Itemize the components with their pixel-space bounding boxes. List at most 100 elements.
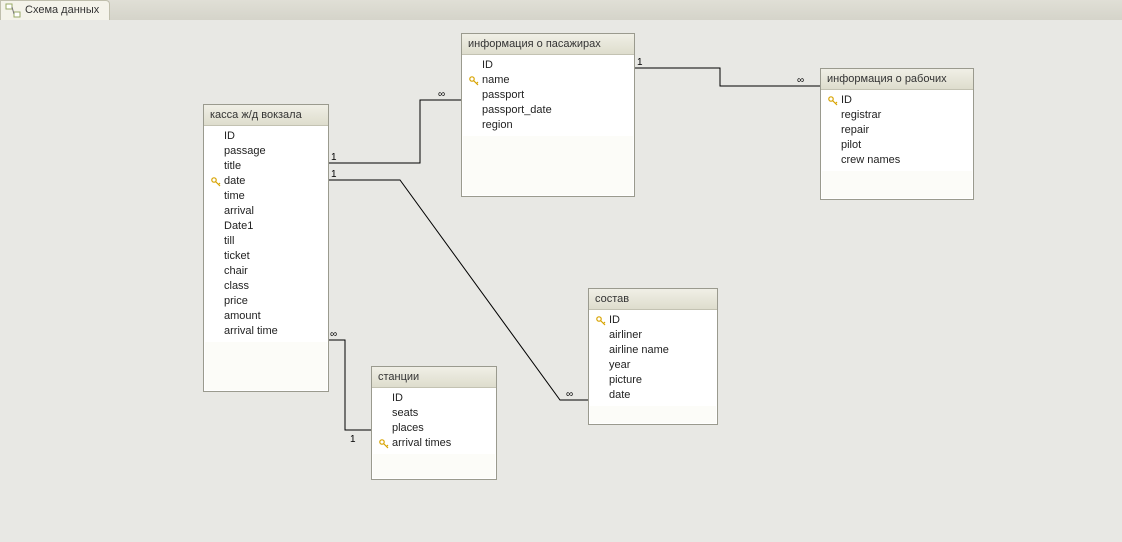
cardinality-label: ∞ [330, 329, 337, 340]
field-name: airline name [609, 343, 669, 358]
field-row[interactable]: arrival [204, 204, 328, 219]
field-name: repair [841, 123, 869, 138]
field-name: arrival [224, 204, 254, 219]
field-row[interactable]: date [204, 174, 328, 189]
tab-bar: Схема данных [0, 0, 1122, 21]
field-row[interactable]: Date1 [204, 219, 328, 234]
field-row[interactable]: till [204, 234, 328, 249]
field-row[interactable]: registrar [821, 108, 973, 123]
field-name: picture [609, 373, 642, 388]
field-row[interactable]: crew names [821, 153, 973, 168]
table-kassa[interactable]: касса ж/д вокзалаIDpassagetitledatetimea… [203, 104, 329, 392]
primary-key-icon [827, 95, 841, 107]
field-row[interactable]: airline name [589, 343, 717, 358]
field-name: till [224, 234, 234, 249]
field-row[interactable]: picture [589, 373, 717, 388]
field-row[interactable]: time [204, 189, 328, 204]
field-row[interactable]: ID [589, 313, 717, 328]
field-name: passport_date [482, 103, 552, 118]
field-name: ID [609, 313, 620, 328]
tab-title: Схема данных [25, 4, 99, 16]
field-row[interactable]: class [204, 279, 328, 294]
field-name: ID [224, 129, 235, 144]
field-name: passage [224, 144, 266, 159]
field-name: title [224, 159, 241, 174]
field-name: date [224, 174, 245, 189]
field-row[interactable]: ID [204, 129, 328, 144]
relationship-line-passengers-workers[interactable] [633, 68, 820, 86]
table-fields: IDseatsplacesarrival times [372, 388, 496, 454]
field-row[interactable]: ID [821, 93, 973, 108]
cardinality-label: 1 [350, 434, 356, 445]
table-fields: IDregistrarrepairpilotcrew names [821, 90, 973, 171]
table-stations[interactable]: станцииIDseatsplacesarrival times [371, 366, 497, 480]
table-title[interactable]: информация о рабочих [821, 69, 973, 90]
field-name: name [482, 73, 510, 88]
field-row[interactable]: amount [204, 309, 328, 324]
tab-schema[interactable]: Схема данных [0, 0, 110, 20]
table-fields: IDnamepassportpassport_dateregion [462, 55, 634, 136]
table-fields: IDpassagetitledatetimearrivalDate1tillti… [204, 126, 328, 342]
field-name: amount [224, 309, 261, 324]
field-row[interactable]: seats [372, 406, 496, 421]
cardinality-label: ∞ [438, 89, 445, 100]
table-sostav[interactable]: составIDairlinerairline nameyearpictured… [588, 288, 718, 425]
table-title[interactable]: станции [372, 367, 496, 388]
table-workers[interactable]: информация о рабочихIDregistrarrepairpil… [820, 68, 974, 200]
cardinality-label: 1 [637, 57, 643, 68]
field-row[interactable]: airliner [589, 328, 717, 343]
primary-key-icon [468, 75, 482, 87]
relationship-line-kassa-passengers[interactable] [327, 100, 461, 163]
field-row[interactable]: passport_date [462, 103, 634, 118]
field-row[interactable]: passport [462, 88, 634, 103]
field-row[interactable]: ticket [204, 249, 328, 264]
field-name: time [224, 189, 245, 204]
field-name: places [392, 421, 424, 436]
field-name: chair [224, 264, 248, 279]
field-row[interactable]: ID [462, 58, 634, 73]
field-row[interactable]: price [204, 294, 328, 309]
field-row[interactable]: year [589, 358, 717, 373]
field-name: year [609, 358, 630, 373]
field-name: ticket [224, 249, 250, 264]
field-name: arrival time [224, 324, 278, 339]
field-row[interactable]: title [204, 159, 328, 174]
cardinality-label: ∞ [797, 75, 804, 86]
relationships-canvas: 1∞1∞1∞∞1 касса ж/д вокзалаIDpassagetitle… [0, 20, 1122, 542]
cardinality-label: 1 [331, 152, 337, 163]
field-name: price [224, 294, 248, 309]
field-name: seats [392, 406, 418, 421]
field-row[interactable]: repair [821, 123, 973, 138]
field-name: arrival times [392, 436, 451, 451]
field-name: registrar [841, 108, 881, 123]
field-name: region [482, 118, 513, 133]
table-title[interactable]: состав [589, 289, 717, 310]
field-name: airliner [609, 328, 642, 343]
field-row[interactable]: name [462, 73, 634, 88]
field-row[interactable]: arrival time [204, 324, 328, 339]
field-row[interactable]: region [462, 118, 634, 133]
field-row[interactable]: chair [204, 264, 328, 279]
field-name: date [609, 388, 630, 403]
field-name: ID [392, 391, 403, 406]
table-title[interactable]: касса ж/д вокзала [204, 105, 328, 126]
field-row[interactable]: date [589, 388, 717, 403]
field-row[interactable]: arrival times [372, 436, 496, 451]
field-row[interactable]: ID [372, 391, 496, 406]
cardinality-label: ∞ [566, 389, 573, 400]
cardinality-label: 1 [331, 169, 337, 180]
relationship-line-kassa-stations[interactable] [327, 340, 371, 430]
field-name: ID [482, 58, 493, 73]
field-row[interactable]: pilot [821, 138, 973, 153]
table-title[interactable]: информация о пасажирах [462, 34, 634, 55]
field-row[interactable]: places [372, 421, 496, 436]
field-name: crew names [841, 153, 900, 168]
field-row[interactable]: passage [204, 144, 328, 159]
primary-key-icon [210, 176, 224, 188]
field-name: pilot [841, 138, 861, 153]
table-passengers[interactable]: информация о пасажирахIDnamepassportpass… [461, 33, 635, 197]
field-name: ID [841, 93, 852, 108]
field-name: passport [482, 88, 524, 103]
table-fields: IDairlinerairline nameyearpicturedate [589, 310, 717, 406]
primary-key-icon [595, 315, 609, 327]
